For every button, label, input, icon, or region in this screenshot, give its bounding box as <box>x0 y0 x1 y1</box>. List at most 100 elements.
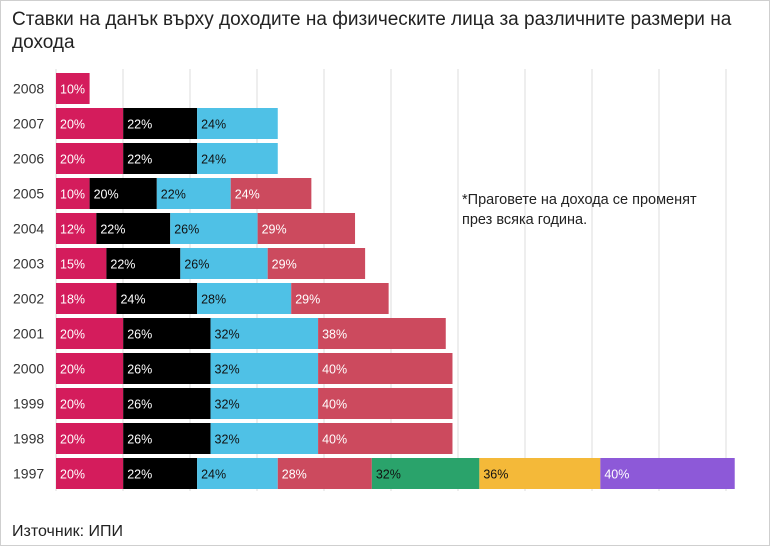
segment-value-label: 22% <box>161 188 186 202</box>
year-tick-label: 2004 <box>13 221 44 237</box>
year-tick-label: 2007 <box>13 116 44 132</box>
segment-value-label: 22% <box>127 468 152 482</box>
bar-segment <box>106 248 181 279</box>
bar-segment <box>197 108 278 139</box>
bar-segment <box>89 178 157 209</box>
segment-value-label: 22% <box>100 223 125 237</box>
bar-segment <box>56 458 124 489</box>
year-tick-label: 2008 <box>13 81 44 97</box>
segment-value-label: 20% <box>60 433 85 447</box>
bar-segment <box>170 213 258 244</box>
bar-segment <box>210 423 319 454</box>
segment-value-label: 22% <box>127 118 152 132</box>
segment-value-label: 26% <box>184 258 209 272</box>
bar-segment <box>197 283 292 314</box>
year-tick-label: 1999 <box>13 396 44 412</box>
chart-title: Ставки на данък върху доходите на физиче… <box>12 9 732 53</box>
chart-note: *Праговете на дохода се променят през вс… <box>462 192 697 228</box>
segment-value-label: 40% <box>322 433 347 447</box>
bar-segment <box>123 353 211 384</box>
bar-segment <box>230 178 312 209</box>
segment-value-label: 40% <box>322 398 347 412</box>
year-tick-label: 2005 <box>13 186 44 202</box>
bar-segment <box>197 143 278 174</box>
bar-segment <box>96 213 171 244</box>
bar-segment <box>56 318 124 349</box>
segment-value-label: 20% <box>60 363 85 377</box>
segment-value-label: 20% <box>60 468 85 482</box>
bar-segment <box>123 108 198 139</box>
segment-value-label: 18% <box>60 293 85 307</box>
segment-value-label: 24% <box>201 118 226 132</box>
bar-segment <box>123 423 211 454</box>
bar-segment <box>56 388 124 419</box>
segment-value-label: 20% <box>60 118 85 132</box>
segment-value-label: 20% <box>60 328 85 342</box>
segment-value-label: 29% <box>295 293 320 307</box>
bar-segment <box>56 143 124 174</box>
segment-value-label: 40% <box>322 363 347 377</box>
bar-segment <box>197 458 278 489</box>
segment-value-label: 28% <box>282 468 307 482</box>
bar-segment <box>318 353 453 384</box>
bar-segment <box>56 283 117 314</box>
segment-value-label: 26% <box>127 433 152 447</box>
segment-value-label: 20% <box>60 153 85 167</box>
segment-value-label: 12% <box>60 223 85 237</box>
segment-value-label: 20% <box>60 398 85 412</box>
segment-value-label: 22% <box>110 258 135 272</box>
year-tick-label: 2006 <box>13 151 44 167</box>
year-tick-label: 1997 <box>13 466 44 482</box>
segment-value-label: 40% <box>604 468 629 482</box>
segment-value-label: 29% <box>272 258 297 272</box>
segment-value-label: 24% <box>120 293 145 307</box>
bar-segment <box>600 458 735 489</box>
bar-segment <box>318 388 453 419</box>
segment-value-label: 26% <box>174 223 199 237</box>
bar-segment <box>56 178 90 209</box>
bar-segment <box>371 458 480 489</box>
segment-value-label: 20% <box>94 188 119 202</box>
segment-value-label: 24% <box>201 468 226 482</box>
bar-segment <box>277 458 372 489</box>
segment-value-label: 22% <box>127 153 152 167</box>
bar-segment <box>56 353 124 384</box>
bar-segment <box>116 283 198 314</box>
segment-value-label: 38% <box>322 328 347 342</box>
segment-value-label: 10% <box>60 188 85 202</box>
year-tick-label: 2002 <box>13 291 44 307</box>
bar-segment <box>210 388 319 419</box>
bar-segment <box>123 458 198 489</box>
segment-value-label: 26% <box>127 398 152 412</box>
bar-segment <box>257 213 356 244</box>
segment-value-label: 32% <box>215 363 240 377</box>
bar-segment <box>267 248 366 279</box>
segment-value-label: 28% <box>201 293 226 307</box>
segment-value-label: 29% <box>262 223 287 237</box>
segment-value-label: 24% <box>201 153 226 167</box>
bar-segment <box>318 423 453 454</box>
bar-segment <box>479 458 601 489</box>
segment-value-label: 26% <box>127 363 152 377</box>
segment-value-label: 24% <box>235 188 260 202</box>
bar-segment <box>318 318 446 349</box>
bar-segment <box>156 178 231 209</box>
bar-segment <box>56 213 97 244</box>
bar-segment <box>210 353 319 384</box>
source-label: Източник: ИПИ <box>12 523 124 540</box>
bar-segment <box>123 388 211 419</box>
segment-value-label: 32% <box>376 468 401 482</box>
bar-segment <box>210 318 319 349</box>
segment-value-label: 32% <box>215 328 240 342</box>
bar-segment <box>56 423 124 454</box>
year-tick-label: 2001 <box>13 326 44 342</box>
segment-value-label: 10% <box>60 83 85 97</box>
year-tick-label: 1998 <box>13 431 44 447</box>
bar-segment <box>56 108 124 139</box>
bar-segment <box>180 248 268 279</box>
bar-segment <box>123 143 198 174</box>
segment-value-label: 32% <box>215 433 240 447</box>
bar-segment <box>291 283 389 314</box>
